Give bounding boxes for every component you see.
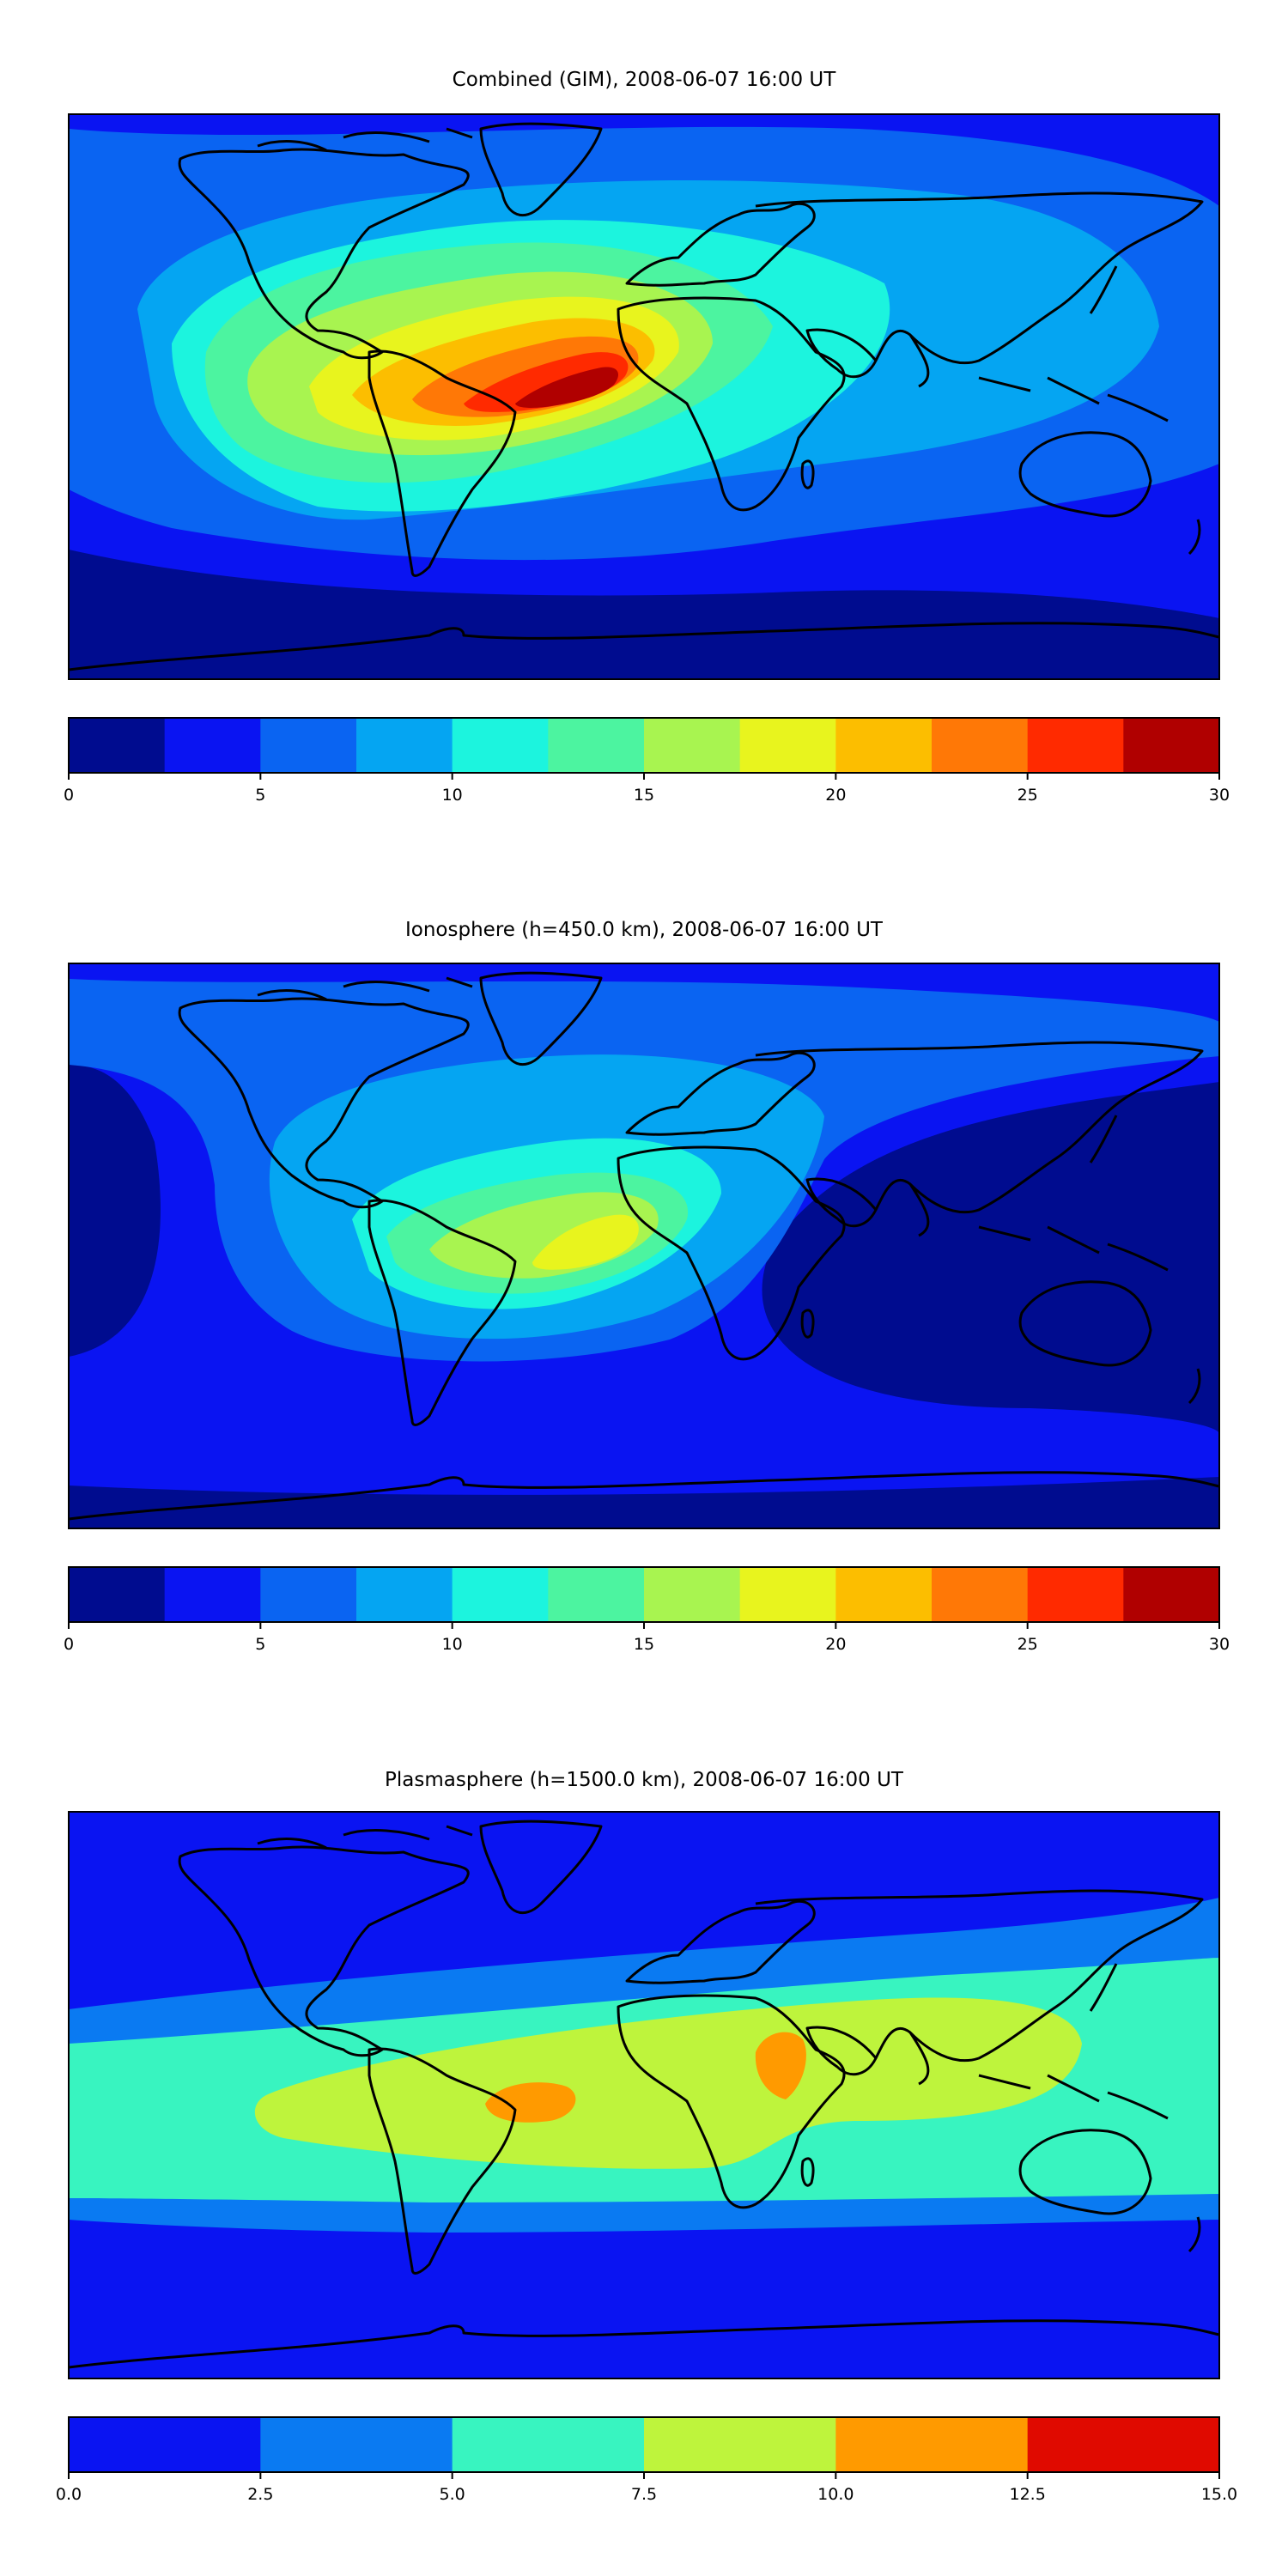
colorbar: 0.0 2.5 5.0 7.5 10.0 12.5 15.0 <box>56 2416 1237 2504</box>
colorbar-tick-label: 25 <box>1018 786 1038 805</box>
field-level-30 <box>515 367 618 408</box>
colorbar-segment <box>932 718 1029 773</box>
colorbar-segment <box>1027 718 1124 773</box>
colorbar-segment <box>1123 718 1220 773</box>
panel-combined: Combined (GIM), 2008-06-07 16:00 UT 0 5 10… <box>64 69 1230 805</box>
colorbar-tick-label: 30 <box>1209 1635 1230 1654</box>
map-frame <box>68 963 1220 1529</box>
colorbar: 0 5 10 15 20 25 30 <box>64 717 1230 805</box>
colorbar-segment <box>356 1567 453 1622</box>
chart-title: Combined (GIM), 2008-06-07 16:00 UT <box>453 69 837 91</box>
colorbar: 0 5 10 15 20 25 30 <box>64 1566 1230 1654</box>
chart-title: Plasmasphere (h=1500.0 km), 2008-06-07 1… <box>385 1769 904 1791</box>
map-frame <box>68 113 1220 680</box>
panel-plasmasphere: Plasmasphere (h=1500.0 km), 2008-06-07 1… <box>56 1769 1237 2504</box>
colorbar-segment <box>164 1567 261 1622</box>
colorbar-segment <box>260 718 357 773</box>
colorbar-segment <box>1123 1567 1220 1622</box>
panel-ionosphere: Ionosphere (h=450.0 km), 2008-06-07 16:0… <box>64 919 1230 1654</box>
map-field <box>69 1812 1219 2379</box>
colorbar-segment <box>1027 2417 1220 2472</box>
colorbar-tick-label: 20 <box>825 786 846 805</box>
colorbar-tick-label: 0.0 <box>56 2485 82 2504</box>
colorbar-segment <box>452 2417 645 2472</box>
colorbar-tick-label: 10 <box>442 1635 463 1654</box>
colorbar-segment <box>548 1567 645 1622</box>
field-level-20 <box>532 1214 639 1270</box>
colorbar-tick-label: 30 <box>1209 786 1230 805</box>
colorbar-segment <box>69 1567 166 1622</box>
colorbar-tick-label: 5 <box>255 786 265 805</box>
colorbar-segment <box>260 1567 357 1622</box>
colorbar-segment <box>1027 1567 1124 1622</box>
colorbar-segment <box>452 1567 549 1622</box>
colorbar-segment <box>835 2417 1029 2472</box>
colorbar-segment <box>644 1567 741 1622</box>
colorbar-segment <box>69 718 166 773</box>
colorbar-tick-label: 15.0 <box>1201 2485 1237 2504</box>
colorbar-tick-label: 0 <box>64 786 74 805</box>
colorbar-tick-label: 15 <box>634 786 654 805</box>
colorbar-tick-label: 5 <box>255 1635 265 1654</box>
field-level-10 <box>254 1997 1082 2169</box>
colorbar-tick-label: 12.5 <box>1010 2485 1046 2504</box>
colorbar-tick-label: 10 <box>442 786 463 805</box>
colorbar-tick-label: 15 <box>634 1635 654 1654</box>
colorbar-segment <box>835 1567 933 1622</box>
colorbar-segment <box>739 718 836 773</box>
colorbar-tick-label: 25 <box>1018 1635 1038 1654</box>
colorbar-segment <box>835 718 933 773</box>
colorbar-segment <box>356 718 453 773</box>
field-level-12-5-brazil <box>485 2082 576 2123</box>
field-level-12-5-ethiopia <box>755 2032 806 2099</box>
colorbar-tick-label: 20 <box>825 1635 846 1654</box>
colorbar-segment <box>932 1567 1029 1622</box>
chart-title: Ionosphere (h=450.0 km), 2008-06-07 16:0… <box>405 919 884 941</box>
colorbar-tick-label: 2.5 <box>247 2485 273 2504</box>
colorbar-tick-label: 5.0 <box>440 2485 465 2504</box>
colorbar-segment <box>739 1567 836 1622</box>
colorbar-tick-label: 10.0 <box>817 2485 854 2504</box>
colorbar-tick-label: 7.5 <box>631 2485 657 2504</box>
field-level-2-5-south <box>69 550 1219 679</box>
map-field <box>69 963 1219 1528</box>
colorbar-segment <box>644 2417 836 2472</box>
map-frame <box>68 1811 1220 2379</box>
colorbar-segment <box>548 718 645 773</box>
colorbar-segment <box>644 718 741 773</box>
colorbar-segment <box>69 2417 261 2472</box>
map-field <box>69 114 1219 679</box>
colorbar-tick-label: 0 <box>64 1635 74 1654</box>
colorbar-segment <box>164 718 261 773</box>
colorbar-segment <box>260 2417 453 2472</box>
colorbar-segment <box>452 718 549 773</box>
